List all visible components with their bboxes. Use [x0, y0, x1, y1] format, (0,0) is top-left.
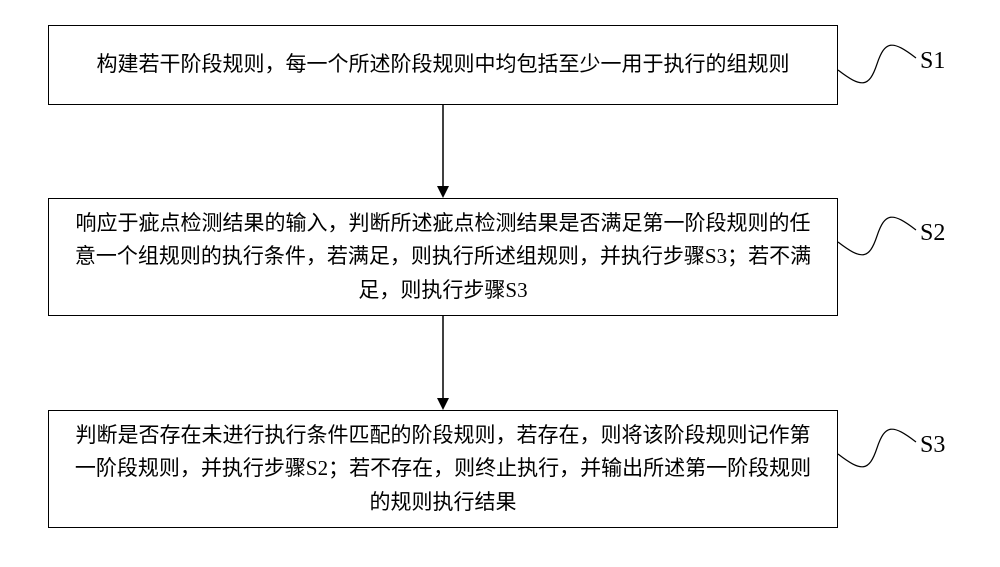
flow-step-text: 判断是否存在未进行执行条件匹配的阶段规则，若存在，则将该阶段规则记作第一阶段规则…	[69, 419, 817, 520]
arrow-s1-to-s2	[433, 105, 453, 198]
arrow-s2-to-s3	[433, 316, 453, 410]
flow-step-label-s1: S1	[920, 48, 945, 75]
label-connector-s2	[838, 210, 920, 262]
label-connector-s1	[838, 38, 920, 90]
flowchart-canvas: 构建若干阶段规则，每一个所述阶段规则中均包括至少一用于执行的组规则 S1 响应于疵点…	[0, 0, 1000, 567]
label-connector-s3	[838, 422, 920, 474]
flow-step-text: 响应于疵点检测结果的输入，判断所述疵点检测结果是否满足第一阶段规则的任意一个组规…	[69, 207, 817, 308]
flow-step-s3: 判断是否存在未进行执行条件匹配的阶段规则，若存在，则将该阶段规则记作第一阶段规则…	[48, 410, 838, 528]
flow-step-s1: 构建若干阶段规则，每一个所述阶段规则中均包括至少一用于执行的组规则	[48, 25, 838, 105]
flow-step-label-s2: S2	[920, 220, 945, 247]
flow-step-s2: 响应于疵点检测结果的输入，判断所述疵点检测结果是否满足第一阶段规则的任意一个组规…	[48, 198, 838, 316]
flow-step-text: 构建若干阶段规则，每一个所述阶段规则中均包括至少一用于执行的组规则	[97, 48, 790, 82]
flow-step-label-s3: S3	[920, 432, 945, 459]
